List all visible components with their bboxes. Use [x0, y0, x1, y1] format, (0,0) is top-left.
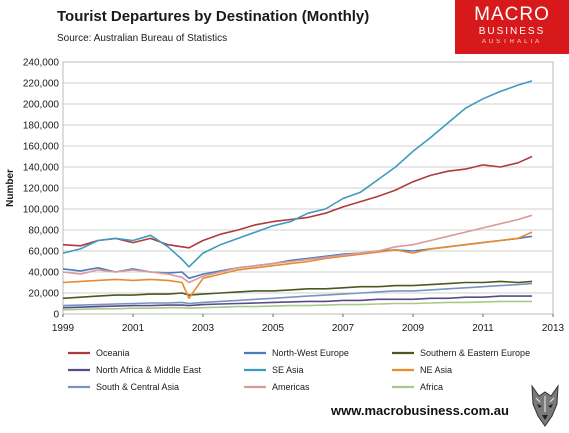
website-url: www.macrobusiness.com.au	[331, 403, 509, 418]
legend-label-americas: Americas	[272, 382, 310, 392]
y-tick-label: 200,000	[23, 100, 60, 111]
legend-label-africa: Africa	[420, 382, 443, 392]
y-tick-label: 20,000	[28, 289, 59, 300]
logo-line-3: AUSTRALIA	[481, 39, 543, 45]
y-tick-label: 140,000	[23, 163, 60, 174]
x-tick-label: 2001	[122, 323, 145, 334]
y-tick-label: 60,000	[28, 247, 59, 258]
y-tick-label: 120,000	[23, 184, 60, 195]
macrobusiness-logo: MACRO BUSINESS AUSTRALIA	[455, 0, 569, 54]
logo-line-2: BUSINESS	[478, 26, 546, 37]
chart-source: Source: Australian Bureau of Statistics	[57, 33, 228, 44]
y-axis-label: Number	[5, 169, 16, 207]
wolf-logo-icon	[531, 384, 559, 427]
legend-label-north-africa-middle-east: North Africa & Middle East	[96, 365, 202, 375]
series-line-se-asia	[62, 80, 533, 268]
logo-line-1: MACRO	[474, 4, 550, 25]
x-tick-label: 2003	[192, 323, 215, 334]
series-line-oceania	[62, 155, 533, 249]
legend-label-north-west-europe: North-West Europe	[272, 348, 349, 358]
x-tick-label: 2007	[332, 323, 355, 334]
series-line-south-central-asia	[62, 282, 533, 307]
axes: 0 20,000 40,000 60,000 80,000 100,000 120,000 1…	[5, 58, 565, 335]
y-tick-label: 0	[53, 310, 59, 321]
series-line-africa	[62, 300, 532, 311]
x-tick-label: 2005	[262, 323, 285, 334]
legend-label-se-asia: SE Asia	[272, 365, 304, 375]
y-tick-label: 40,000	[28, 268, 59, 279]
y-tick-label: 220,000	[23, 79, 60, 90]
legend: Oceania North-West Europe Southern & Easte…	[68, 348, 530, 392]
y-tick-label: 180,000	[23, 121, 60, 132]
series-line-ne-asia	[62, 231, 533, 300]
y-tick-label: 240,000	[23, 58, 60, 69]
series-line-north-africa-middle-east	[62, 295, 532, 309]
legend-label-oceania: Oceania	[96, 348, 130, 358]
series-lines	[62, 80, 533, 311]
legend-label-ne-asia: NE Asia	[420, 365, 452, 375]
y-tick-label: 80,000	[28, 226, 59, 237]
x-tick-label: 2011	[472, 323, 494, 334]
chart-title: Tourist Departures by Destination (Month…	[57, 8, 370, 25]
x-tick-label: 2013	[542, 323, 565, 334]
x-tick-label: 1999	[52, 323, 75, 334]
y-tick-label: 100,000	[23, 205, 60, 216]
y-tick-label: 160,000	[23, 142, 60, 153]
plot-frame	[62, 61, 554, 315]
series-line-southern-eastern-europe	[62, 280, 533, 300]
legend-label-south-central-asia: South & Central Asia	[96, 382, 179, 392]
legend-label-southern-eastern-europe: Southern & Eastern Europe	[420, 348, 530, 358]
x-tick-label: 2009	[402, 323, 425, 334]
series-line-americas	[62, 214, 533, 284]
